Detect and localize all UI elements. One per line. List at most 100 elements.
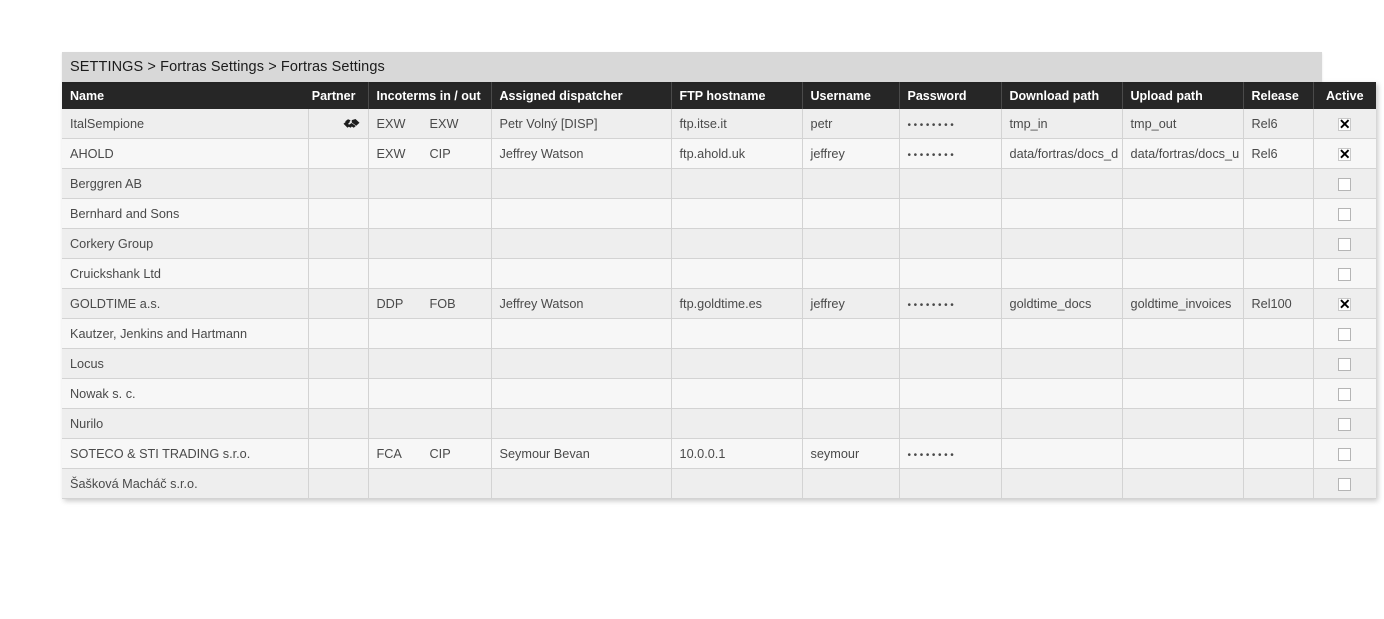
cell-active[interactable] xyxy=(1313,168,1377,199)
cell-partner[interactable] xyxy=(308,288,369,319)
cell-download-path[interactable] xyxy=(1001,258,1123,289)
cell-upload-path[interactable]: goldtime_invoices xyxy=(1122,288,1244,319)
cell-name[interactable]: Nowak s. c. xyxy=(62,378,309,409)
column-header-name[interactable]: Name xyxy=(70,88,105,103)
cell-assigned-dispatcher[interactable]: Petr Volný [DISP] xyxy=(491,109,672,139)
cell-username[interactable] xyxy=(802,168,900,199)
table-row[interactable]: GOLDTIME a.s. DDP FOB Jeffrey Watson ftp.gol… xyxy=(62,288,1377,319)
cell-username[interactable]: petr xyxy=(802,109,900,139)
cell-name[interactable]: SOTECO & STI TRADING s.r.o. xyxy=(62,438,309,469)
cell-release[interactable] xyxy=(1243,348,1314,379)
table-row[interactable]: Nurilo xyxy=(62,408,1377,439)
cell-assigned-dispatcher[interactable] xyxy=(491,408,672,439)
cell-release[interactable] xyxy=(1243,378,1314,409)
cell-username[interactable] xyxy=(802,408,900,439)
cell-download-path[interactable]: tmp_in xyxy=(1001,109,1123,139)
cell-incoterms[interactable]: EXW CIP xyxy=(368,138,492,169)
cell-incoterms[interactable]: DDP FOB xyxy=(368,288,492,319)
cell-release[interactable] xyxy=(1243,408,1314,439)
cell-assigned-dispatcher[interactable]: Jeffrey Watson xyxy=(491,288,672,319)
active-checkbox[interactable] xyxy=(1338,237,1352,251)
cell-incoterms[interactable] xyxy=(368,198,492,229)
column-header-incoterms[interactable]: Incoterms in / out xyxy=(368,82,492,109)
cell-partner[interactable] xyxy=(308,109,369,139)
cell-assigned-dispatcher[interactable] xyxy=(491,318,672,349)
cell-download-path[interactable] xyxy=(1001,378,1123,409)
table-row[interactable]: SOTECO & STI TRADING s.r.o. FCA CIP Seymour… xyxy=(62,438,1377,469)
cell-active[interactable] xyxy=(1313,288,1377,319)
active-checkbox[interactable] xyxy=(1338,267,1352,281)
cell-assigned-dispatcher[interactable] xyxy=(491,168,672,199)
table-row[interactable]: Cruickshank Ltd xyxy=(62,258,1377,289)
cell-assigned-dispatcher[interactable] xyxy=(491,378,672,409)
active-checkbox[interactable] xyxy=(1338,357,1352,371)
cell-username[interactable]: jeffrey xyxy=(802,288,900,319)
cell-active[interactable] xyxy=(1313,138,1377,169)
cell-active[interactable] xyxy=(1313,378,1377,409)
cell-download-path[interactable] xyxy=(1001,198,1123,229)
cell-download-path[interactable]: data/fortras/docs_d xyxy=(1001,138,1123,169)
cell-incoterms[interactable] xyxy=(368,228,492,259)
active-checkbox[interactable] xyxy=(1338,447,1352,461)
cell-password[interactable] xyxy=(899,168,1002,199)
cell-upload-path[interactable] xyxy=(1122,228,1244,259)
table-row[interactable]: AHOLD EXW CIP Jeffrey Watson ftp.ahold.uk jef… xyxy=(62,138,1377,169)
cell-ftp-hostname[interactable] xyxy=(671,378,803,409)
cell-active[interactable] xyxy=(1313,348,1377,379)
column-header-username[interactable]: Username xyxy=(802,82,900,109)
cell-release[interactable] xyxy=(1243,198,1314,229)
cell-active[interactable] xyxy=(1313,198,1377,229)
cell-password[interactable]: •••••••• xyxy=(899,288,1002,319)
cell-partner[interactable] xyxy=(308,348,369,379)
cell-name[interactable]: Nurilo xyxy=(62,408,309,439)
active-checkbox[interactable] xyxy=(1338,117,1352,131)
cell-ftp-hostname[interactable]: ftp.itse.it xyxy=(671,109,803,139)
cell-partner[interactable] xyxy=(308,408,369,439)
cell-password[interactable] xyxy=(899,468,1002,499)
cell-partner[interactable] xyxy=(308,168,369,199)
cell-incoterms[interactable]: FCA CIP xyxy=(368,438,492,469)
active-checkbox[interactable] xyxy=(1338,297,1352,311)
active-checkbox[interactable] xyxy=(1338,417,1352,431)
cell-password[interactable] xyxy=(899,408,1002,439)
cell-download-path[interactable] xyxy=(1001,438,1123,469)
cell-ftp-hostname[interactable] xyxy=(671,198,803,229)
column-header-upload-path[interactable]: Upload path xyxy=(1122,82,1244,109)
cell-password[interactable] xyxy=(899,318,1002,349)
cell-ftp-hostname[interactable] xyxy=(671,168,803,199)
cell-name[interactable]: Berggren AB xyxy=(62,168,309,199)
cell-username[interactable]: jeffrey xyxy=(802,138,900,169)
cell-username[interactable] xyxy=(802,468,900,499)
cell-upload-path[interactable] xyxy=(1122,438,1244,469)
cell-release[interactable] xyxy=(1243,168,1314,199)
cell-name[interactable]: Corkery Group xyxy=(62,228,309,259)
table-row[interactable]: Bernhard and Sons xyxy=(62,198,1377,229)
cell-incoterms[interactable] xyxy=(368,468,492,499)
cell-partner[interactable] xyxy=(308,258,369,289)
cell-incoterms[interactable] xyxy=(368,258,492,289)
active-checkbox[interactable] xyxy=(1338,177,1352,191)
column-header-name-partner[interactable]: Name Partner xyxy=(62,82,369,109)
cell-name[interactable]: Cruickshank Ltd xyxy=(62,258,309,289)
cell-active[interactable] xyxy=(1313,318,1377,349)
cell-partner[interactable] xyxy=(308,318,369,349)
cell-release[interactable]: Rel6 xyxy=(1243,109,1314,139)
cell-release[interactable] xyxy=(1243,258,1314,289)
cell-partner[interactable] xyxy=(308,228,369,259)
cell-ftp-hostname[interactable] xyxy=(671,318,803,349)
cell-password[interactable] xyxy=(899,378,1002,409)
column-header-partner[interactable]: Partner xyxy=(311,88,356,103)
cell-username[interactable] xyxy=(802,378,900,409)
table-row[interactable]: Locus xyxy=(62,348,1377,379)
active-checkbox[interactable] xyxy=(1338,147,1352,161)
cell-incoterms[interactable] xyxy=(368,348,492,379)
cell-name[interactable]: AHOLD xyxy=(62,138,309,169)
cell-ftp-hostname[interactable] xyxy=(671,468,803,499)
cell-download-path[interactable] xyxy=(1001,468,1123,499)
cell-release[interactable]: Rel100 xyxy=(1243,288,1314,319)
cell-name[interactable]: GOLDTIME a.s. xyxy=(62,288,309,319)
cell-ftp-hostname[interactable] xyxy=(671,258,803,289)
cell-incoterms[interactable] xyxy=(368,408,492,439)
cell-assigned-dispatcher[interactable] xyxy=(491,258,672,289)
table-row[interactable]: Kautzer, Jenkins and Hartmann xyxy=(62,318,1377,349)
